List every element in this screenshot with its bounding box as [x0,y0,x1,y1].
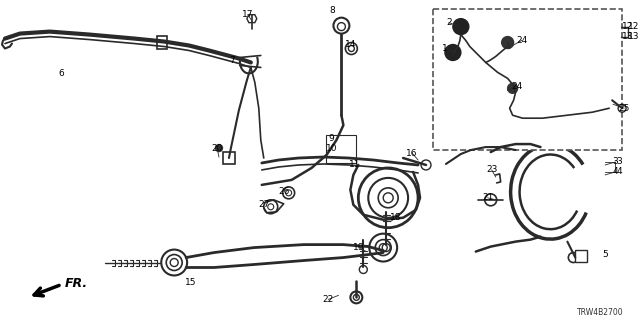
Text: 4: 4 [612,167,618,176]
Bar [433,9,622,150]
FancyBboxPatch shape [157,42,167,49]
Text: 10: 10 [326,144,337,153]
Circle shape [445,44,461,60]
Text: 1: 1 [442,44,448,53]
Text: 26: 26 [278,187,289,196]
Text: 23: 23 [486,165,497,174]
Text: 25: 25 [618,104,630,113]
Text: 14: 14 [345,40,356,49]
Text: 24: 24 [516,36,527,45]
Bar [326,135,356,163]
Text: 3: 3 [612,157,618,166]
Circle shape [508,83,518,93]
Text: 4: 4 [616,167,621,176]
FancyBboxPatch shape [223,152,235,164]
FancyBboxPatch shape [575,250,588,261]
Text: 24: 24 [511,82,522,91]
Text: 13: 13 [622,32,634,41]
Circle shape [453,19,469,35]
Text: 2: 2 [446,18,452,27]
Text: 3: 3 [616,157,622,166]
Text: 16: 16 [406,148,418,157]
Text: 20: 20 [211,144,223,153]
Circle shape [502,36,514,49]
Text: 17: 17 [242,10,253,19]
Text: 15: 15 [186,278,197,287]
Text: 18: 18 [390,213,402,222]
Text: 6: 6 [59,69,65,78]
Text: 7: 7 [229,56,235,65]
Text: 12: 12 [622,22,634,31]
Text: 12: 12 [628,22,639,31]
Text: 8: 8 [330,6,335,15]
FancyBboxPatch shape [157,36,167,43]
Text: 5: 5 [602,250,608,259]
Text: FR.: FR. [65,277,88,290]
Text: TRW4B2700: TRW4B2700 [577,308,623,317]
Text: 21: 21 [482,193,493,202]
Circle shape [216,145,223,152]
Text: 9: 9 [328,134,334,143]
Text: 22: 22 [323,295,334,304]
Text: 13: 13 [628,32,639,41]
Text: 11: 11 [349,160,360,170]
Text: 19: 19 [353,243,364,252]
Text: 27: 27 [258,200,269,209]
